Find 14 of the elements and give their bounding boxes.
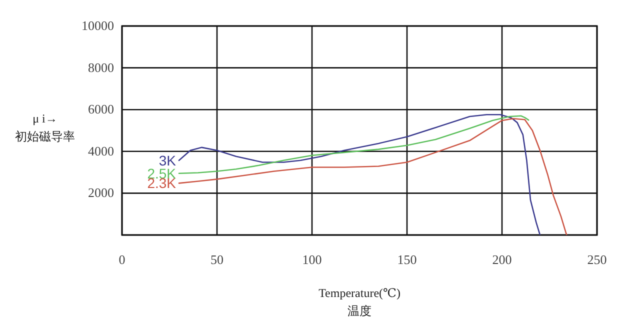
series-label: 3K	[158, 152, 177, 168]
x-tick-label: 150	[397, 252, 417, 267]
x-tick-label: 250	[587, 252, 607, 267]
x-axis-title: Temperature(℃) 温度	[318, 286, 400, 318]
x-tick-label: 0	[118, 252, 126, 267]
y-axis-title: μ i→ 初始磁导率	[15, 112, 75, 144]
y-tick-label: 4000	[88, 143, 114, 158]
y-tick-label: 2000	[88, 185, 114, 200]
x-tick-label: 200	[492, 252, 512, 267]
y-tick-label: 6000	[88, 102, 114, 117]
y-tick-label: 8000	[88, 60, 114, 75]
y-tick-label: 10000	[82, 18, 114, 33]
x-tick-label: 100	[302, 252, 322, 267]
x-tick-label: 50	[210, 252, 224, 267]
